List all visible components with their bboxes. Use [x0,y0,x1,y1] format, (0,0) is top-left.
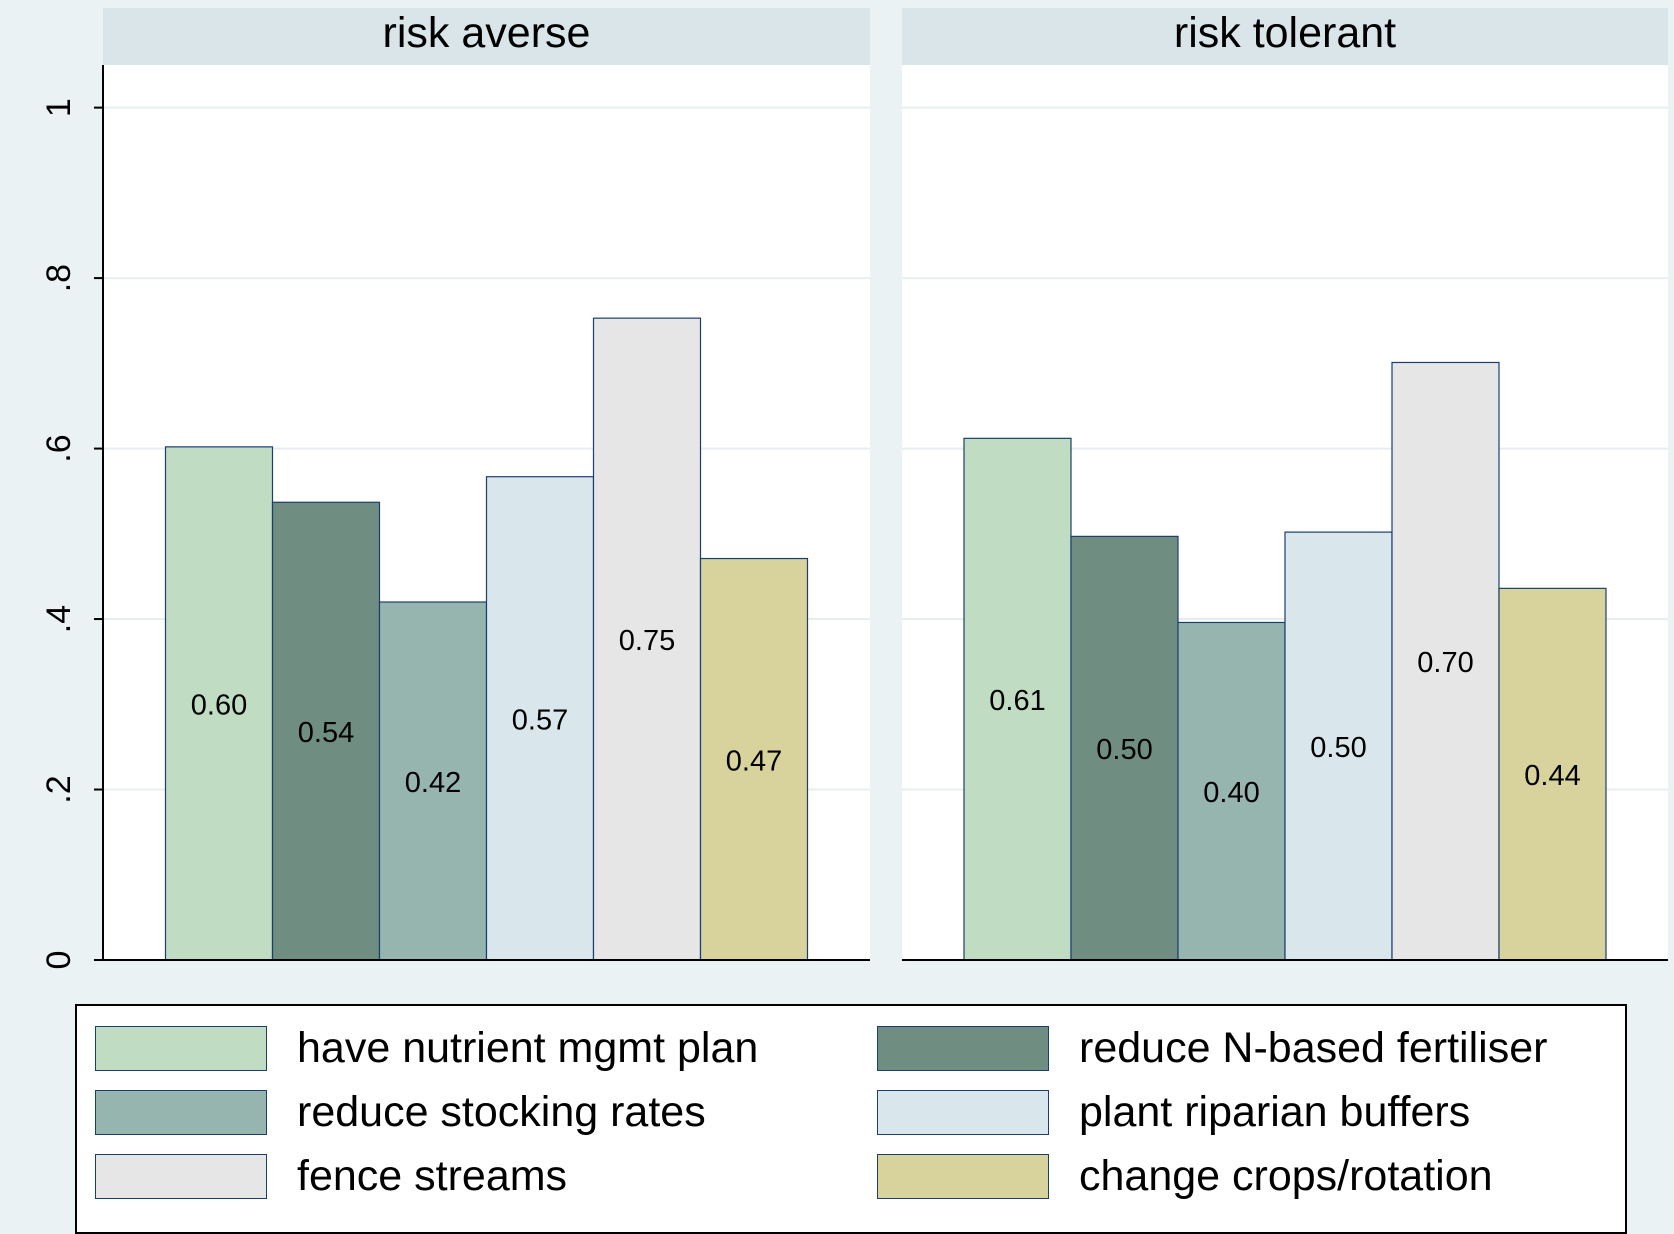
y-tick-label: .6 [40,434,78,462]
panel-header [902,8,1668,65]
legend-label: reduce N-based fertiliser [1079,1023,1548,1072]
legend-label: change crops/rotation [1079,1151,1493,1200]
legend-item-reduce-stocking: reduce stocking rates [95,1088,706,1136]
y-tick-label: .2 [40,775,78,803]
data-label: 0.70 [1417,647,1473,679]
data-label: 0.50 [1310,732,1366,764]
data-label: 0.40 [1203,777,1259,809]
bar-chart: risk averse 0.60 0.54 0.42 0.57 0.75 0.47 risk … [40,8,1668,970]
bar [699,557,809,961]
y-tick-label: .8 [40,264,78,292]
legend-swatch [877,1153,1049,1199]
bar [485,476,595,961]
legend-item-fence-streams: fence streams [95,1152,567,1200]
bar [963,437,1072,961]
bar [1391,361,1500,961]
bar [378,601,488,961]
y-tick-label: 0 [40,951,78,970]
legend-item-nutrient-plan: have nutrient mgmt plan [95,1024,758,1072]
bar [1284,531,1393,961]
bar [1070,535,1179,961]
data-label: 0.54 [298,717,354,749]
panel-header [103,8,870,65]
bar [592,317,702,961]
data-label: 0.47 [726,745,782,777]
y-tick-label: .4 [40,605,78,633]
legend-swatch [95,1153,267,1199]
data-label: 0.42 [405,767,461,799]
legend-swatch [95,1089,267,1135]
data-label: 0.60 [191,689,247,721]
legend-label: plant riparian buffers [1079,1087,1471,1136]
legend-swatch [95,1025,267,1071]
legend-swatch [877,1089,1049,1135]
legend-swatch [877,1025,1049,1071]
legend-item-reduce-fertiliser: reduce N-based fertiliser [877,1024,1547,1072]
legend-item-change-crops: change crops/rotation [877,1152,1493,1200]
data-label: 0.44 [1524,760,1580,792]
legend-label: have nutrient mgmt plan [297,1023,759,1072]
panel-title: risk tolerant [1174,9,1396,57]
legend: have nutrient mgmt plan reduce N-based f… [75,1004,1627,1234]
legend-item-riparian-buffers: plant riparian buffers [877,1088,1470,1136]
data-label: 0.50 [1096,734,1152,766]
bar [164,446,274,961]
bar [1498,587,1607,961]
y-tick-label: 1 [40,98,78,117]
bar [271,501,381,961]
data-label: 0.61 [989,685,1045,717]
legend-label: fence streams [297,1151,568,1200]
data-label: 0.57 [512,704,568,736]
legend-label: reduce stocking rates [297,1087,706,1136]
bar [1177,621,1286,961]
data-label: 0.75 [619,625,675,657]
panel-title: risk averse [383,9,591,57]
